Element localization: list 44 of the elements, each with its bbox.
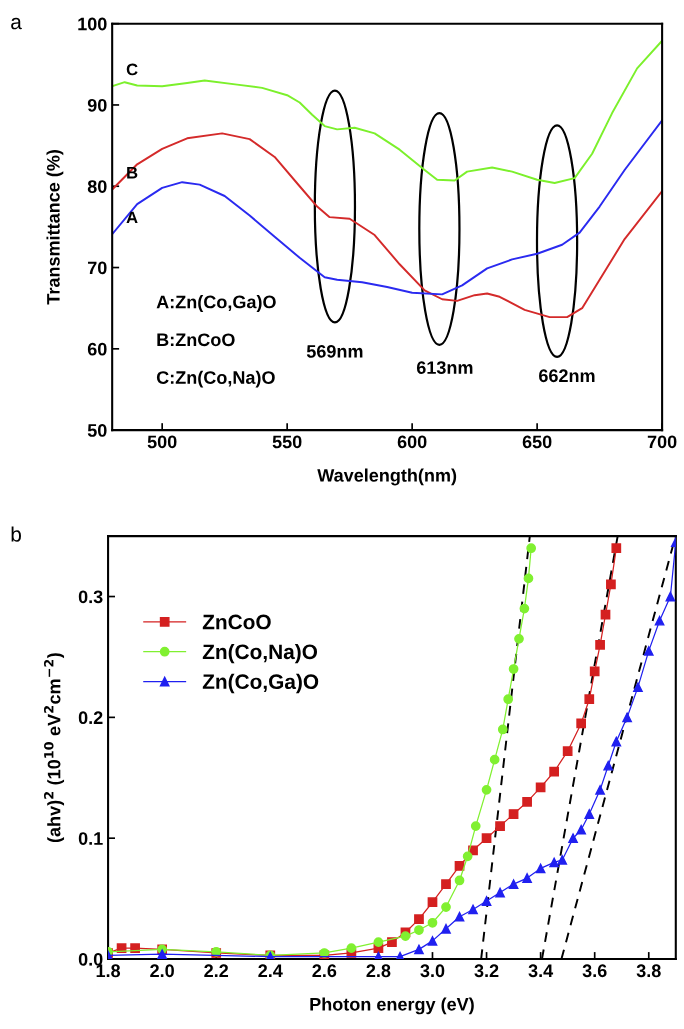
x-tick-label: 600 bbox=[397, 435, 427, 449]
annotation: 569nm bbox=[306, 344, 363, 358]
legend-label: ZnCoO bbox=[202, 614, 271, 630]
x-tick-label: 3.0 bbox=[420, 964, 445, 978]
x-tick-label: 3.8 bbox=[636, 964, 661, 978]
x-tick-label: 2.6 bbox=[312, 964, 337, 978]
y-tick-label: 100 bbox=[78, 17, 107, 31]
y-tick-label: 0.0 bbox=[78, 952, 103, 966]
y-tick-label: 0.3 bbox=[78, 590, 103, 604]
series-label: C bbox=[126, 63, 138, 76]
x-tick-label: 500 bbox=[147, 435, 177, 449]
y-tick-label: 60 bbox=[87, 342, 107, 356]
annotation: A:Zn(Co,Ga)O bbox=[156, 295, 276, 312]
text: b bbox=[11, 526, 21, 542]
x-tick-label: 2.2 bbox=[204, 964, 229, 977]
annotation: 662nm bbox=[539, 369, 595, 383]
x-tick-label: 3.4 bbox=[528, 964, 554, 978]
text: (ahv)$^{2}$ (10$^{10}$ eV$^{2}$cm$^{−2}$) bbox=[44, 653, 65, 843]
x-tick-label: 550 bbox=[272, 435, 302, 449]
series-label: B bbox=[127, 166, 138, 179]
annotation: C:Zn(Co,Na)O bbox=[156, 370, 275, 388]
legend-label: Zn(Co,Na)O bbox=[202, 643, 318, 664]
x-tick-label: 650 bbox=[522, 435, 552, 449]
y-tick-label: 70 bbox=[88, 261, 107, 275]
y-axis-title: Transmittance (%) bbox=[46, 150, 64, 305]
y-tick-label: 50 bbox=[87, 424, 107, 437]
x-tick-label: 2.8 bbox=[366, 964, 391, 978]
text: a bbox=[11, 17, 22, 30]
x-tick-label: 2.4 bbox=[258, 964, 283, 977]
y-tick-label: 80 bbox=[87, 180, 107, 193]
y-tick-label: 0.1 bbox=[78, 832, 103, 845]
x-axis-title: Wavelength(nm) bbox=[317, 468, 457, 486]
legend-label: Zn(Co,Ga)O bbox=[202, 673, 319, 694]
y-tick-label: 90 bbox=[87, 98, 107, 112]
annotation: 613nm bbox=[416, 361, 473, 375]
x-tick-label: 3.2 bbox=[474, 964, 499, 978]
series-label: A bbox=[126, 211, 138, 224]
x-tick-label: 700 bbox=[647, 435, 677, 449]
x-axis-title: Photon energy (eV) bbox=[310, 997, 474, 1015]
x-tick-label: 1.8 bbox=[96, 964, 121, 978]
y-tick-label: 0.2 bbox=[78, 711, 103, 725]
annotation: B:ZnCoO bbox=[157, 333, 235, 347]
x-tick-label: 3.6 bbox=[582, 964, 607, 978]
x-tick-label: 2.0 bbox=[150, 964, 174, 978]
